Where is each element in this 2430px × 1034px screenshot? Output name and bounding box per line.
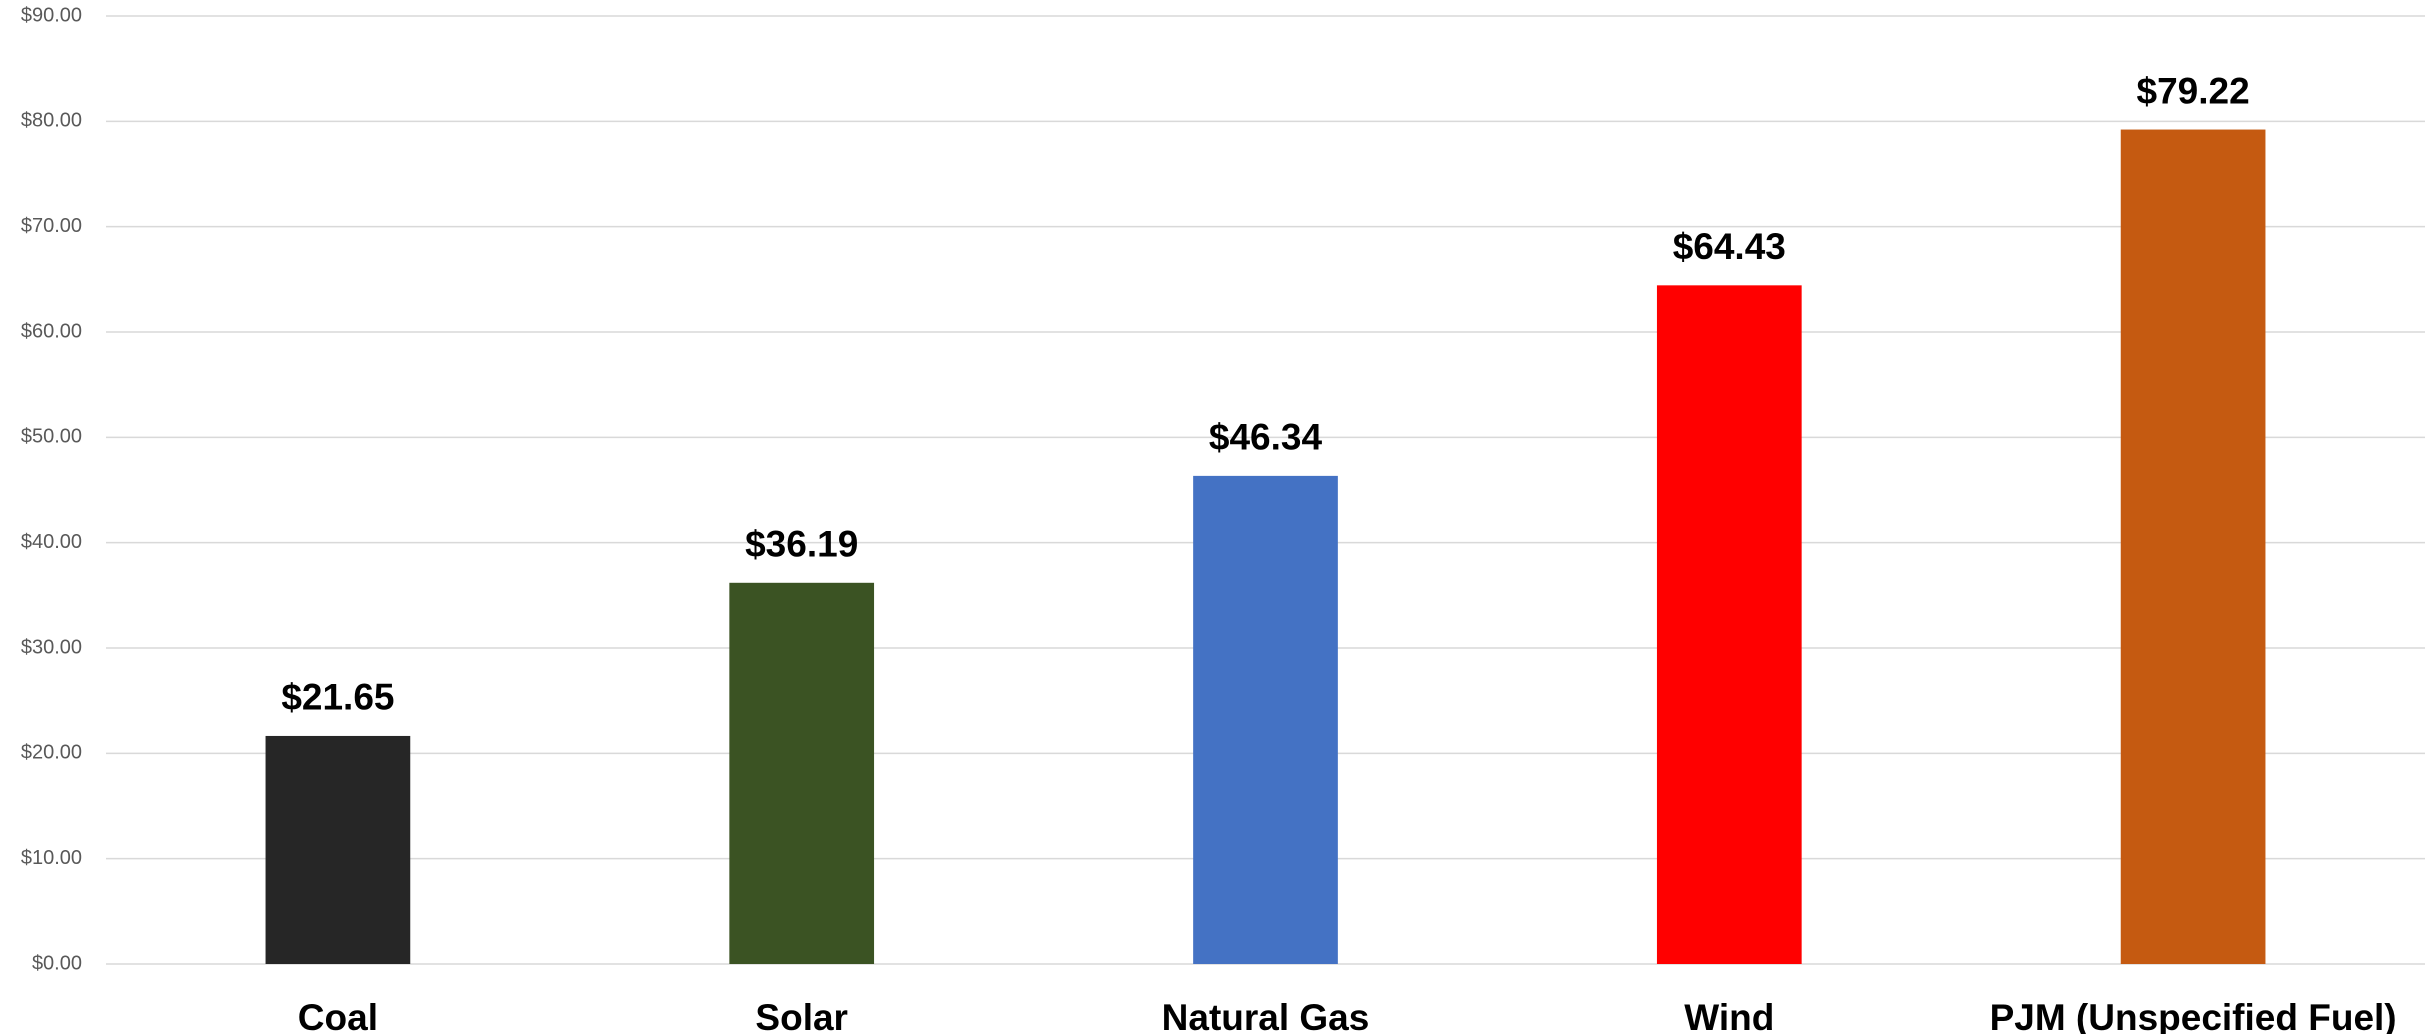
x-tick-label: Coal	[298, 997, 378, 1034]
y-tick-label: $60.00	[21, 320, 82, 342]
bar	[1656, 285, 1802, 964]
data-label: $21.65	[281, 677, 394, 718]
bar	[2120, 129, 2266, 965]
y-tick-label: $20.00	[21, 742, 82, 764]
data-label: $79.22	[2137, 70, 2250, 111]
data-label: $64.43	[1673, 226, 1786, 267]
y-tick-label: $0.00	[32, 952, 82, 974]
y-tick-label: $70.00	[21, 215, 82, 237]
y-tick-label: $40.00	[21, 531, 82, 553]
y-tick-label: $80.00	[21, 110, 82, 132]
x-tick-label: Wind	[1684, 997, 1774, 1034]
data-label: $36.19	[745, 524, 858, 565]
y-tick-label: $30.00	[21, 636, 82, 658]
x-tick-label: PJM (Unspecified Fuel)	[1990, 997, 2397, 1034]
x-tick-label: Solar	[755, 997, 848, 1034]
y-tick-label: $90.00	[21, 4, 82, 26]
x-tick-label: Natural Gas	[1162, 997, 1370, 1034]
y-tick-label: $10.00	[21, 847, 82, 869]
bar	[1193, 475, 1338, 964]
bar	[729, 582, 875, 964]
data-label: $46.34	[1209, 417, 1323, 458]
bar	[265, 735, 411, 964]
y-tick-label: $50.00	[21, 426, 82, 448]
